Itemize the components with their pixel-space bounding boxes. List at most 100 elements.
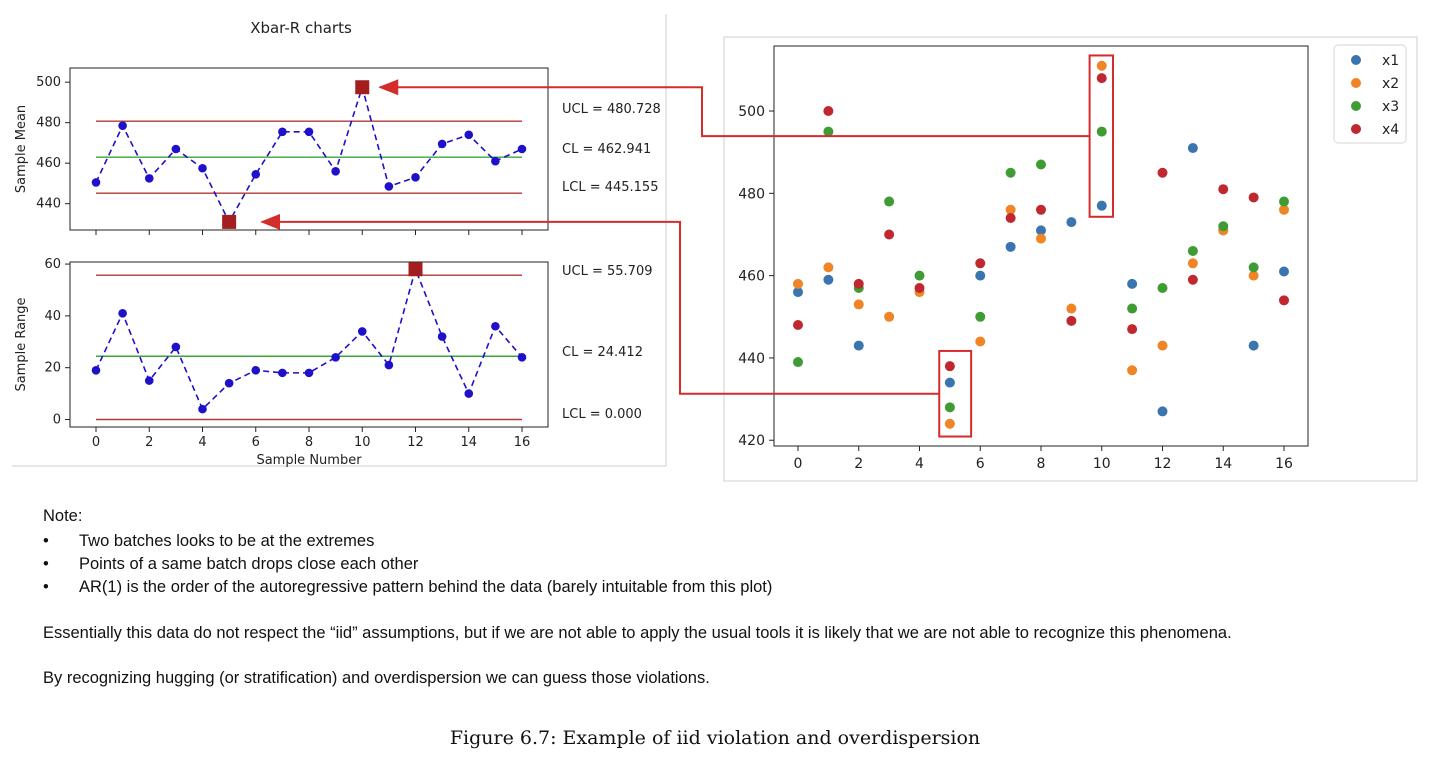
scatter-point-x1 bbox=[975, 270, 986, 281]
mean-control-label: LCL = 445.155 bbox=[562, 180, 658, 195]
mean-control-label: CL = 462.941 bbox=[562, 142, 651, 157]
scatter-point-x3 bbox=[823, 126, 834, 137]
scatter-point-x3 bbox=[1187, 245, 1198, 256]
scatter-point-x4 bbox=[1066, 315, 1077, 326]
note-bullet: • Points of a same batch drops close each… bbox=[43, 553, 1443, 576]
mean-point bbox=[304, 127, 314, 137]
scatter-point-x3 bbox=[1248, 262, 1259, 273]
mean-point bbox=[91, 178, 101, 187]
mean-y-axis-label: Sample Mean bbox=[14, 105, 29, 193]
mean-point bbox=[464, 130, 474, 140]
scatter-point-x2 bbox=[1096, 60, 1107, 71]
mean-point bbox=[144, 174, 154, 183]
scatter-point-x4 bbox=[914, 282, 925, 293]
mean-series-line bbox=[95, 84, 523, 224]
range-x-tick-label: 12 bbox=[407, 435, 424, 450]
mean-control-label: UCL = 480.728 bbox=[562, 102, 661, 117]
scatter-point-x4 bbox=[944, 361, 955, 372]
mean-out-of-control-marker bbox=[222, 214, 237, 229]
range-x-tick-label: 16 bbox=[514, 435, 531, 450]
scatter-point-x1 bbox=[1096, 200, 1107, 211]
scatter-point-x4 bbox=[1036, 204, 1046, 215]
scatter-point-x4 bbox=[1157, 167, 1168, 178]
scatter-point-x2 bbox=[1187, 258, 1198, 269]
scatter-y-tick-label: 460 bbox=[738, 269, 765, 285]
mean-point bbox=[278, 127, 287, 137]
legend-label-x3: x3 bbox=[1382, 99, 1399, 115]
scatter-point-x2 bbox=[793, 278, 803, 289]
scatter-point-x2 bbox=[944, 418, 955, 429]
range-point bbox=[464, 389, 474, 398]
mean-point bbox=[251, 170, 261, 179]
legend-label-x4: x4 bbox=[1382, 122, 1399, 138]
scatter-point-x3 bbox=[793, 357, 803, 368]
mean-plot-frame bbox=[69, 67, 549, 231]
scatter-point-x1 bbox=[793, 287, 803, 298]
note-text: Points of a same batch drops close each … bbox=[79, 555, 419, 573]
scatter-point-x4 bbox=[1218, 184, 1229, 195]
mean-point bbox=[411, 173, 420, 182]
mean-point bbox=[171, 144, 181, 154]
range-series-line bbox=[95, 266, 523, 411]
scatter-point-x3 bbox=[1279, 196, 1289, 207]
range-x-tick-label: 2 bbox=[145, 435, 153, 450]
scatter-x-tick-label: 2 bbox=[854, 456, 863, 472]
scatter-x-tick-label: 16 bbox=[1275, 456, 1293, 472]
scatter-point-x1 bbox=[1157, 406, 1168, 417]
scatter-point-x3 bbox=[1157, 282, 1168, 293]
scatter-point-x1 bbox=[1279, 266, 1289, 277]
range-x-tick-label: 6 bbox=[252, 435, 260, 450]
range-point bbox=[278, 368, 287, 378]
scatter-x-tick-label: 8 bbox=[1037, 456, 1046, 472]
scatter-point-x2 bbox=[1066, 303, 1077, 314]
mean-point bbox=[118, 121, 127, 131]
scatter-point-x4 bbox=[884, 229, 895, 240]
scatter-point-x3 bbox=[1096, 126, 1107, 137]
range-y-tick-label: 0 bbox=[53, 412, 61, 427]
scatter-point-x3 bbox=[975, 311, 986, 322]
range-point bbox=[144, 376, 154, 385]
legend-marker-x4 bbox=[1351, 124, 1361, 134]
mean-y-tick-label: 440 bbox=[36, 197, 61, 212]
scatter-point-x2 bbox=[823, 262, 834, 273]
mean-point bbox=[437, 139, 447, 149]
scatter-point-x1 bbox=[1248, 340, 1259, 351]
scatter-x-tick-label: 14 bbox=[1214, 456, 1232, 472]
range-point bbox=[198, 404, 207, 414]
arrow-batch-10 bbox=[378, 79, 1090, 138]
scatter-point-x3 bbox=[944, 402, 955, 413]
range-point bbox=[357, 327, 367, 336]
range-y-tick-label: 20 bbox=[44, 361, 61, 376]
note-text: AR(1) is the order of the autoregressive… bbox=[79, 578, 773, 596]
scatter-point-x2 bbox=[1127, 365, 1138, 376]
scatter-x-tick-label: 4 bbox=[915, 456, 924, 472]
scatter-point-x3 bbox=[1127, 303, 1138, 314]
scatter-point-x2 bbox=[1005, 204, 1016, 215]
scatter-point-x1 bbox=[1066, 217, 1077, 228]
scatter-plot-frame bbox=[773, 45, 1309, 447]
scatter-y-tick-label: 440 bbox=[738, 351, 765, 367]
range-x-tick-label: 14 bbox=[460, 435, 477, 450]
figure-caption: Figure 6.7: Example of iid violation and… bbox=[449, 727, 981, 749]
scatter-point-x2 bbox=[1036, 233, 1046, 244]
mean-point bbox=[491, 156, 500, 166]
scatter-point-x1 bbox=[1036, 225, 1046, 236]
scatter-point-x4 bbox=[793, 320, 803, 331]
note-text: Two batches looks to be at the extremes bbox=[79, 532, 375, 550]
range-point bbox=[331, 353, 340, 362]
scatter-figure-frame bbox=[723, 36, 1418, 482]
notes-heading: Note: bbox=[43, 507, 83, 525]
legend-marker-x1 bbox=[1351, 55, 1361, 65]
mean-point bbox=[517, 144, 527, 154]
range-point bbox=[91, 365, 101, 375]
range-point bbox=[118, 308, 127, 318]
scatter-point-x4 bbox=[1248, 192, 1259, 203]
scatter-y-tick-label: 500 bbox=[738, 104, 765, 120]
bullet-marker: • bbox=[43, 555, 49, 573]
scatter-x-tick-label: 0 bbox=[794, 456, 803, 472]
bullet-marker: • bbox=[43, 532, 49, 550]
scatter-legend bbox=[1333, 44, 1407, 144]
range-x-tick-label: 4 bbox=[198, 435, 206, 450]
range-point bbox=[304, 368, 314, 378]
